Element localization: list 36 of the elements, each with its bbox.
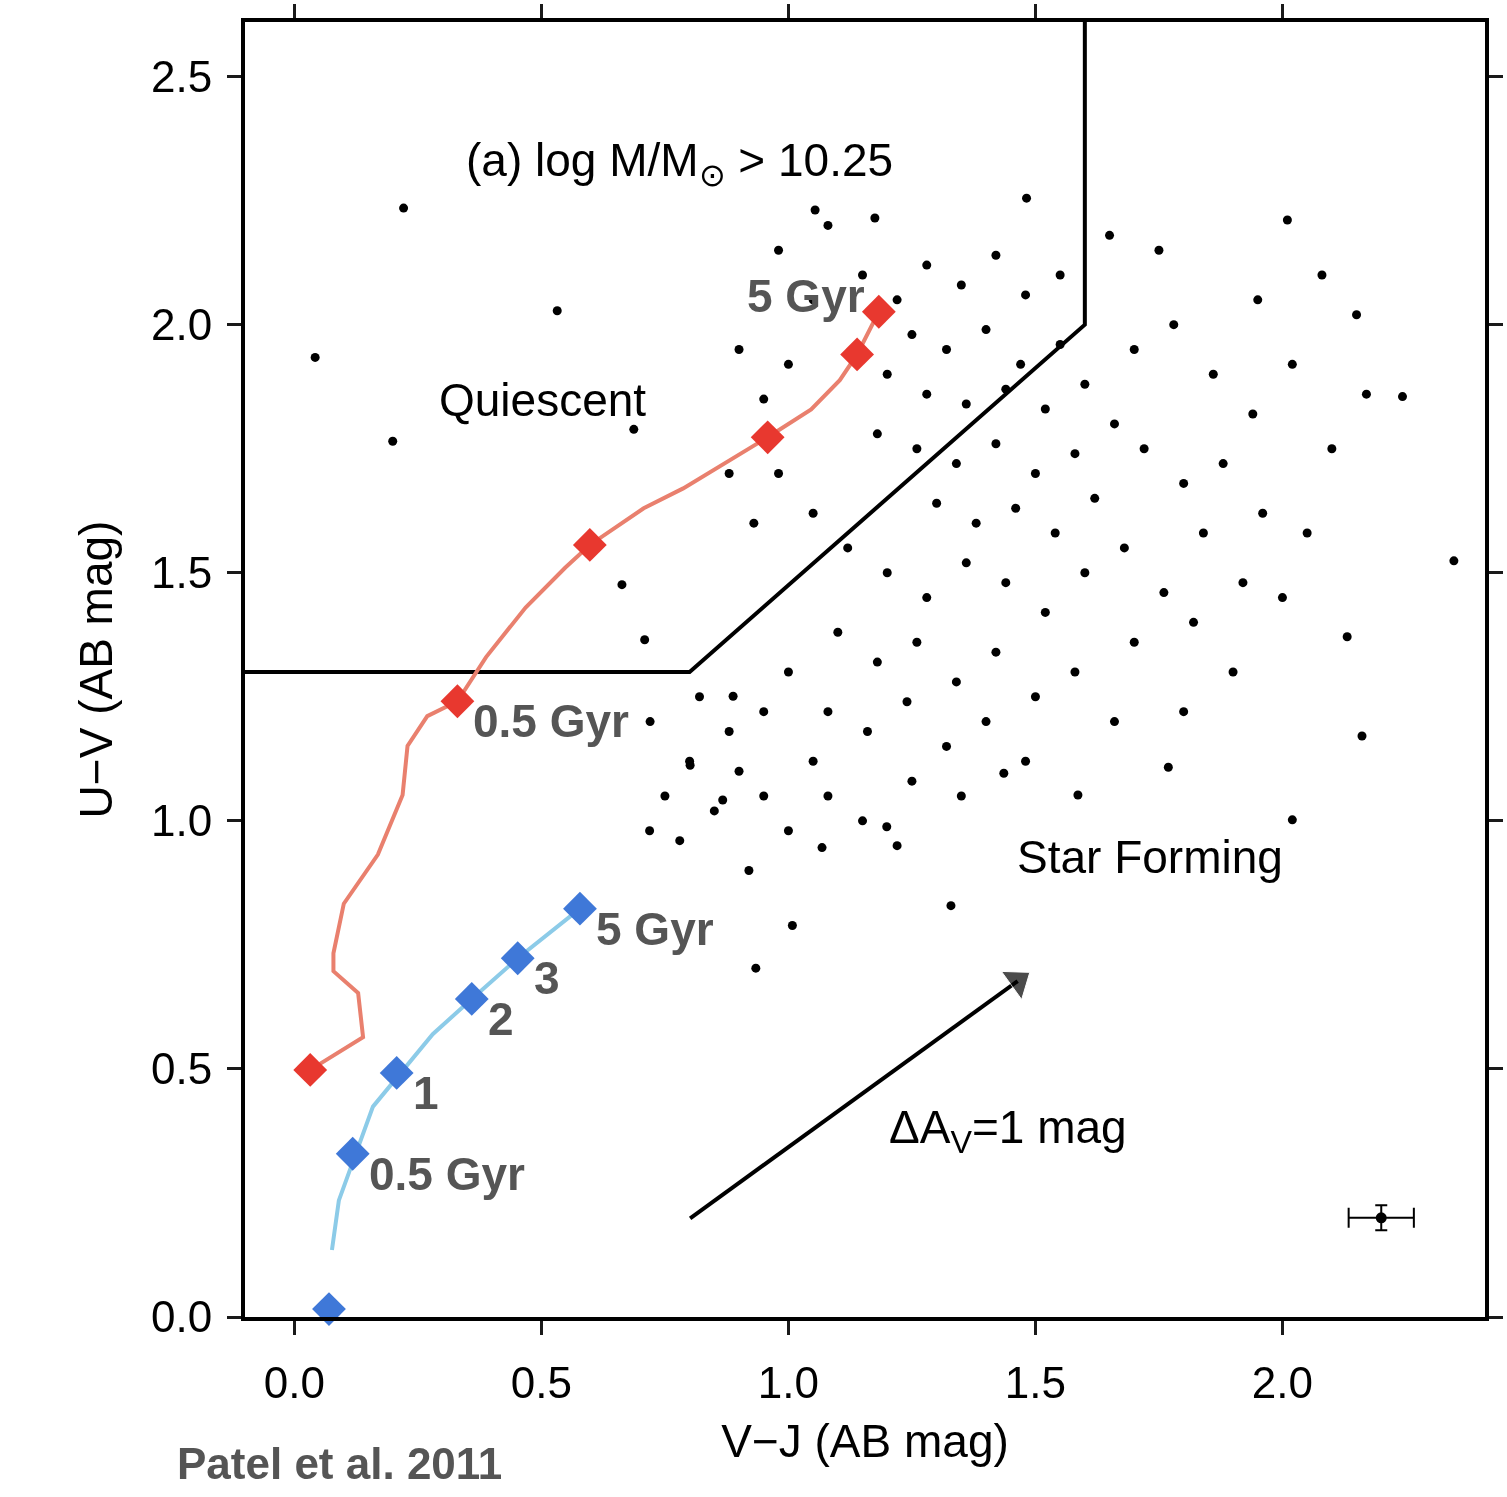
y-tick-label: 1.0 xyxy=(151,796,213,846)
x-tick-label: 0.5 xyxy=(510,1357,572,1407)
y-tick-label: 2.0 xyxy=(151,300,213,350)
annotation: 0.5 Gyr xyxy=(473,695,630,747)
annotation: ΔA$_{V}$=1 mag xyxy=(889,1101,1127,1160)
y-tick-label: 1.5 xyxy=(151,548,213,598)
x-axis-title: V−J (AB mag) xyxy=(721,1415,1009,1467)
text: Patel et al. 2011 xyxy=(177,1439,503,1488)
annotation: 5 Gyr xyxy=(596,903,714,955)
x-tick-label: 2.0 xyxy=(1251,1357,1314,1407)
point xyxy=(572,528,607,562)
point xyxy=(440,684,475,719)
point xyxy=(335,1136,370,1171)
x-tick-label: 1.5 xyxy=(1004,1357,1067,1407)
y-tick-label: 2.5 xyxy=(151,51,213,101)
x-tick-label: 1.0 xyxy=(757,1357,820,1407)
annotation: 3 xyxy=(534,952,560,1004)
annotation: Quiescent xyxy=(439,374,647,426)
point xyxy=(750,420,785,455)
point xyxy=(840,337,874,372)
annotation: 2 xyxy=(488,993,514,1045)
point xyxy=(293,1053,328,1087)
annotation: 1 xyxy=(413,1067,439,1119)
y-tick-label: 0.0 xyxy=(151,1292,213,1342)
annotation: (a) log M/M$_{⊙}$ > 10.25 xyxy=(466,134,894,193)
annotation: 5 Gyr xyxy=(747,270,865,322)
point xyxy=(379,1055,414,1090)
annotation: Star Forming xyxy=(1017,831,1283,883)
annotation: 0.5 Gyr xyxy=(369,1148,526,1200)
x-tick-label: 0.0 xyxy=(263,1357,325,1407)
point xyxy=(454,982,489,1016)
point xyxy=(500,941,535,976)
point xyxy=(1375,1212,1387,1224)
y-axis-title: U−V (AB mag) xyxy=(69,520,122,819)
point xyxy=(563,891,597,926)
y-tick-label: 0.5 xyxy=(151,1044,213,1094)
